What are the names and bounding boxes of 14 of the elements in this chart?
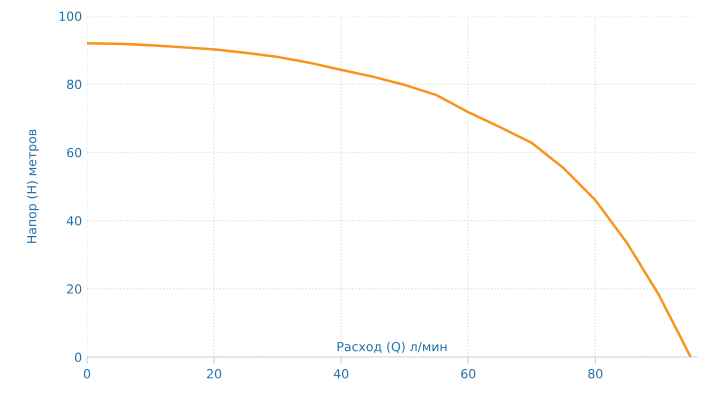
y-tick-label: 0 (75, 352, 82, 362)
x-tick-label: 40 (334, 369, 348, 378)
y-tick-label: 100 (60, 11, 82, 21)
line-series (87, 42, 692, 357)
y-tick-label: 60 (67, 148, 82, 158)
x-tick-label: 60 (461, 369, 476, 378)
y-tick-label: 20 (67, 284, 82, 294)
y-tick-label: 40 (66, 216, 82, 226)
y-tick-label: 80 (67, 80, 82, 90)
x-axis-title: Расход (Q) л/мин (338, 342, 446, 353)
x-tick-label: 20 (207, 369, 222, 378)
x-tick-label: 0 (84, 369, 90, 378)
y-axis-title: Напор (H) метров (26, 130, 39, 243)
x-tick-label: 80 (588, 369, 602, 378)
